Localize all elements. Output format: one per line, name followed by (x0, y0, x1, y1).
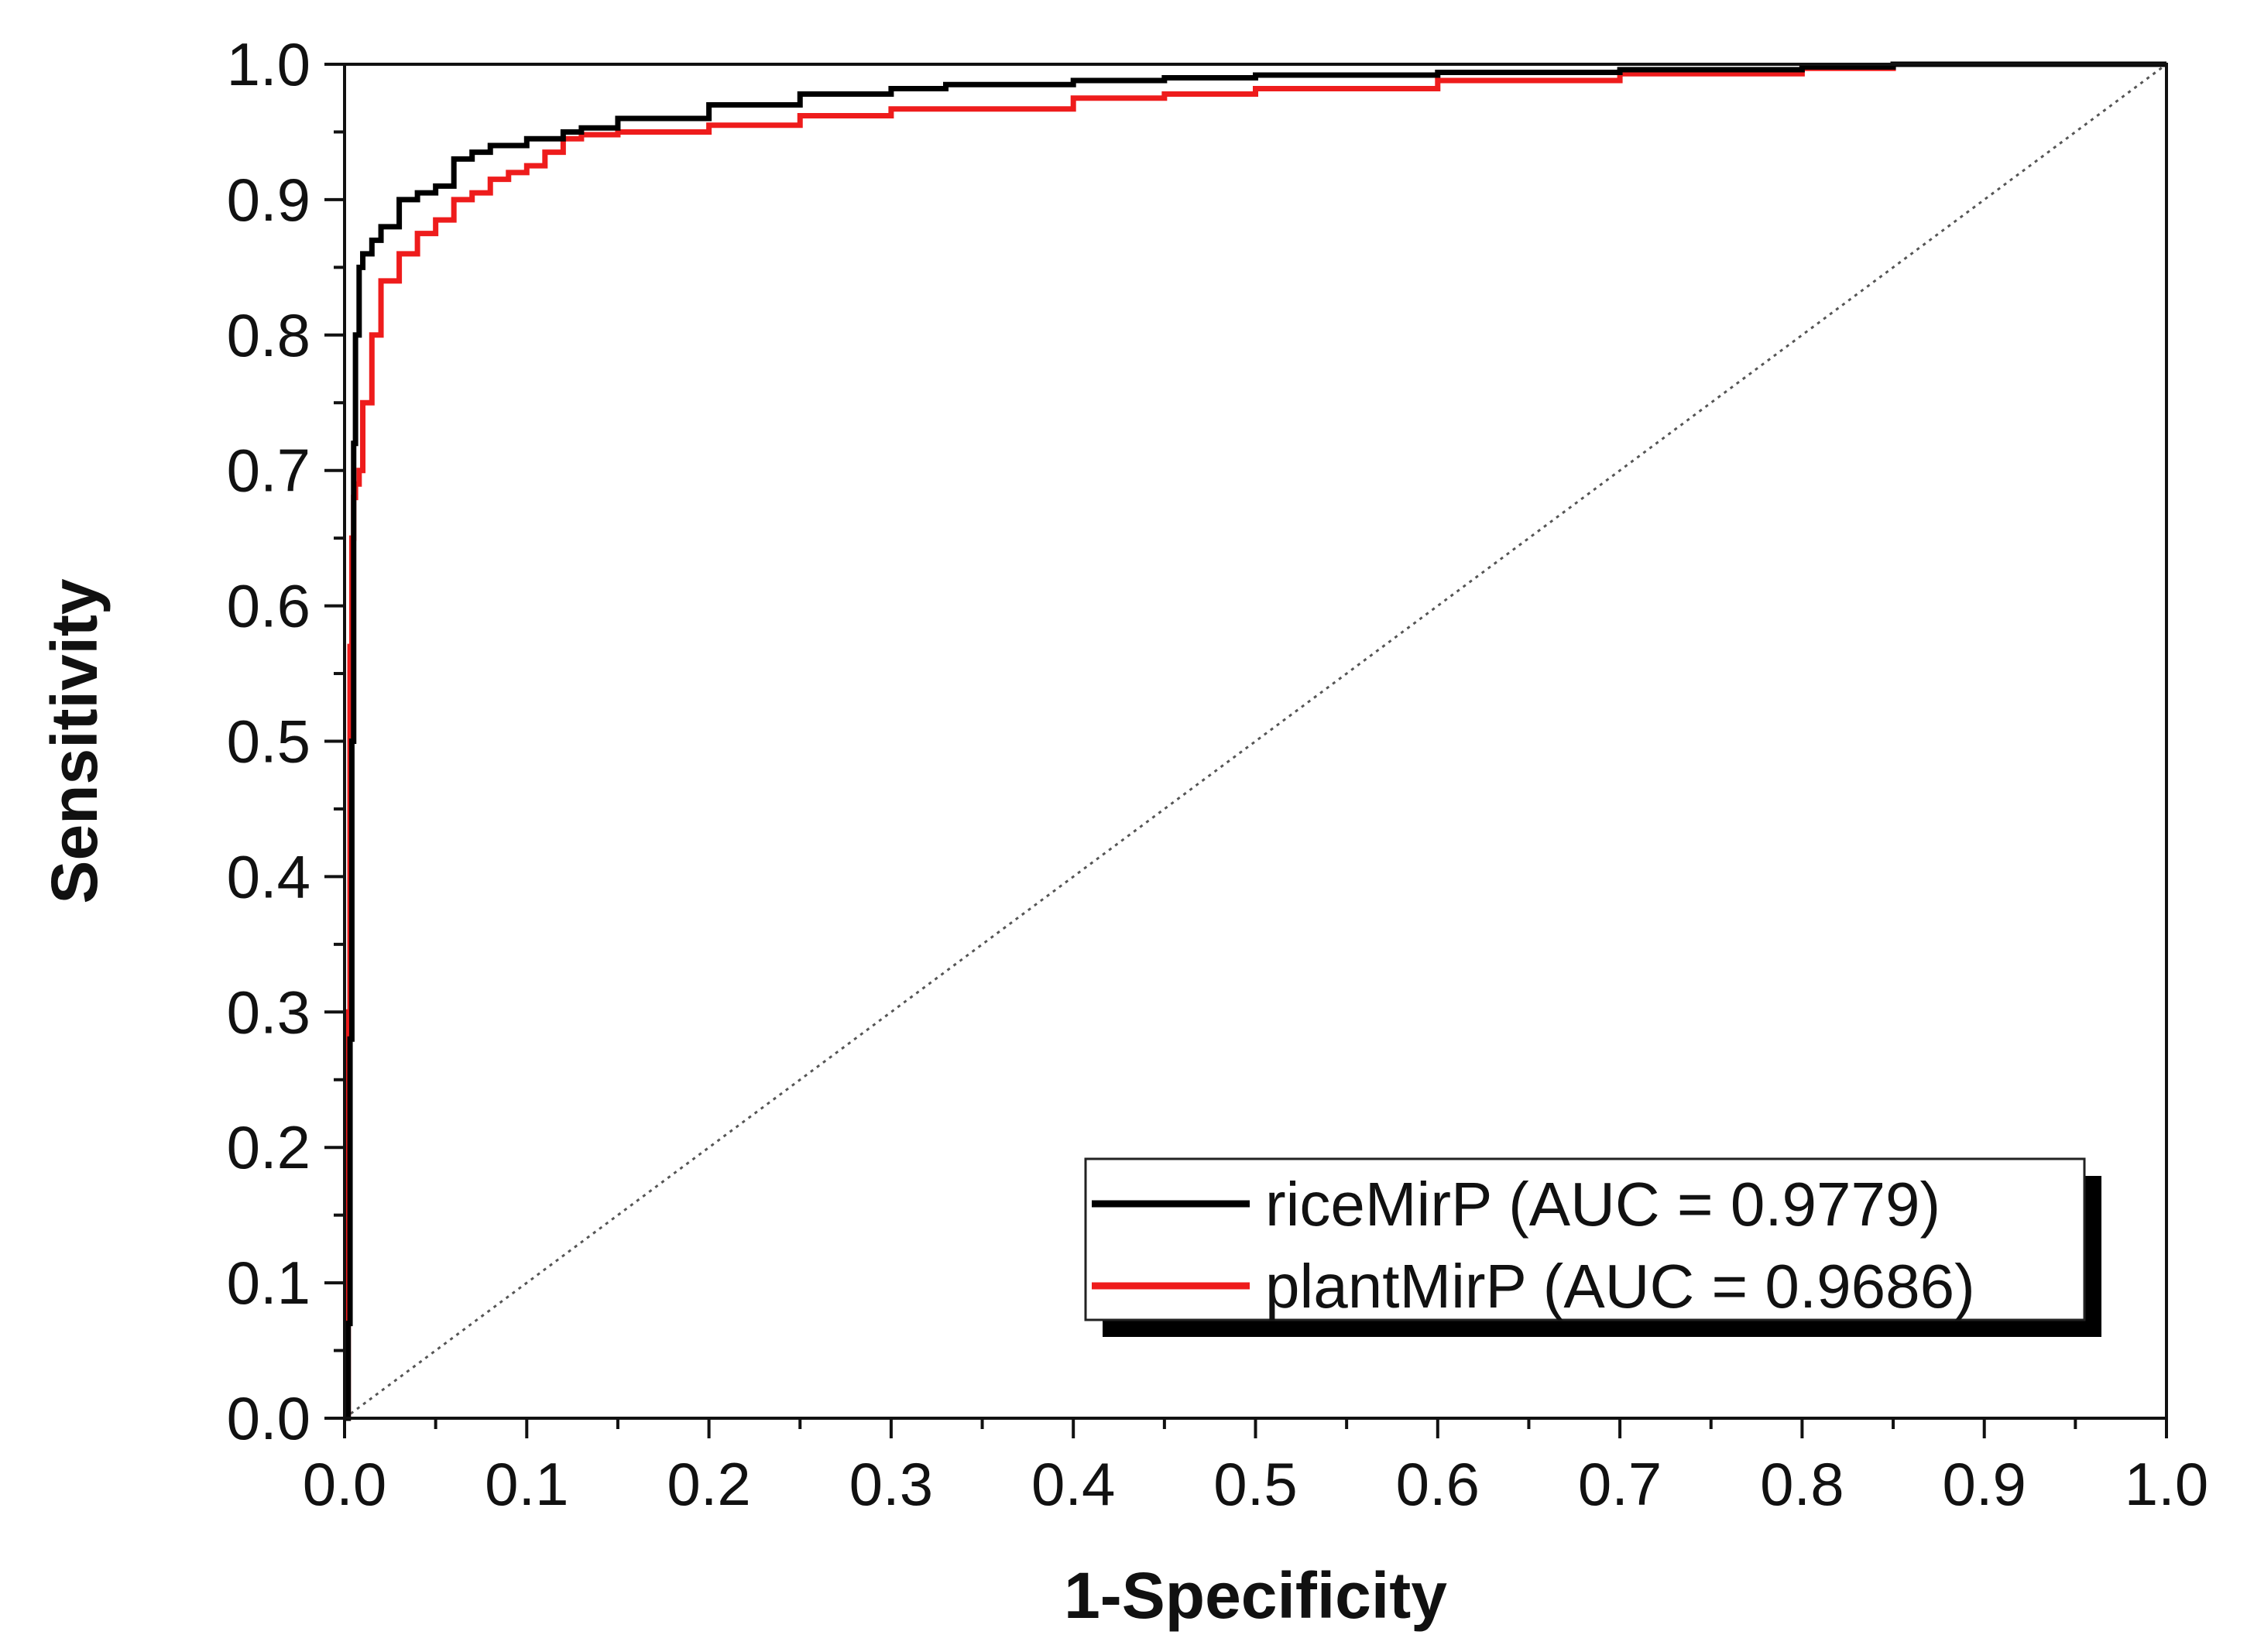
x-tick-label: 0.4 (1031, 1450, 1115, 1518)
ticks: 0.0 0.1 0.2 0.3 0.4 0.5 0.6 0.7 0.8 0.9 1.0 0.0 0.1 0… (227, 30, 2209, 1518)
x-tick-label: 0.0 (303, 1450, 386, 1518)
reference-line-layer (344, 63, 2167, 1420)
y-tick-label: 0.6 (227, 572, 310, 640)
y-tick-label: 0.2 (227, 1113, 310, 1181)
legend: riceMirP (AUC = 0.9779) plantMirP (AUC =… (1084, 1157, 2101, 1337)
x-tick-label: 0.8 (1760, 1450, 1844, 1518)
series-layer (345, 61, 2166, 1421)
series-line-ricemirp (345, 61, 2166, 1421)
y-tick-label: 0.3 (227, 978, 310, 1046)
y-tick-label: 0.8 (227, 301, 310, 369)
y-axis-title: Sensitivity (38, 578, 111, 903)
y-tick-label: 0.7 (227, 437, 310, 505)
x-tick-label: 0.5 (1213, 1450, 1297, 1518)
reference-diagonal-line (344, 63, 2167, 1420)
y-tick-label: 0.1 (227, 1249, 310, 1317)
legend-label-plantmirp: plantMirP (AUC = 0.9686) (1265, 1252, 1975, 1321)
y-tick-label: 0.0 (227, 1384, 310, 1452)
x-tick-label: 0.7 (1578, 1450, 1662, 1518)
y-tick-label: 0.9 (227, 166, 310, 234)
x-tick-label: 1.0 (2125, 1450, 2208, 1518)
legend-label-ricemirp: riceMirP (AUC = 0.9779) (1265, 1170, 1940, 1239)
x-tick-label: 0.9 (1942, 1450, 2026, 1518)
series-line-plantmirp (345, 61, 2166, 1421)
legend-box (1084, 1157, 2086, 1321)
x-tick-label: 0.1 (485, 1450, 568, 1518)
y-tick-label: 0.4 (227, 842, 310, 910)
y-tick-label: 0.5 (227, 708, 310, 776)
x-tick-label: 0.2 (667, 1450, 750, 1518)
x-tick-label: 0.6 (1396, 1450, 1480, 1518)
y-tick-label: 1.0 (227, 30, 310, 98)
x-tick-label: 0.3 (849, 1450, 933, 1518)
x-axis-title: 1-Specificity (1064, 1559, 1447, 1632)
